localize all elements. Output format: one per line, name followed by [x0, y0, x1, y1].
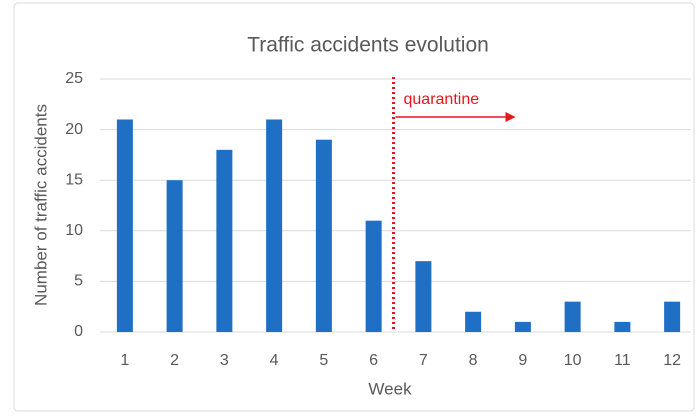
- bar: [166, 180, 183, 332]
- bar: [116, 119, 133, 332]
- annotation-text: quarantine: [404, 91, 480, 108]
- y-tick-label: 15: [65, 171, 83, 188]
- x-tick-label: 6: [369, 352, 378, 369]
- bar: [216, 149, 233, 332]
- y-tick-label: 10: [65, 222, 83, 239]
- bar: [465, 311, 482, 332]
- x-tick-label: 7: [419, 352, 428, 369]
- bar: [514, 321, 531, 332]
- x-tick-label: 12: [663, 352, 681, 369]
- bar: [365, 220, 382, 332]
- bar: [415, 261, 432, 332]
- chart-title: Traffic accidents evolution: [247, 34, 489, 57]
- x-tick-label: 8: [469, 352, 478, 369]
- x-tick-label: 9: [518, 352, 527, 369]
- x-tick-label: 1: [120, 352, 129, 369]
- y-tick-label: 25: [65, 70, 83, 87]
- x-axis-label: Week: [368, 379, 412, 398]
- y-axis-label: Number of traffic accidents: [31, 104, 50, 306]
- x-tick-label: 4: [270, 352, 279, 369]
- x-tick-label: 11: [614, 352, 631, 369]
- bar: [315, 139, 332, 332]
- x-tick-label: 10: [564, 352, 582, 369]
- y-tick-label: 0: [74, 323, 83, 340]
- bar: [266, 119, 283, 332]
- bar: [614, 321, 631, 332]
- y-tick-label: 5: [74, 273, 83, 290]
- annotation-arrowhead: [505, 112, 516, 122]
- x-tick-label: 2: [170, 352, 179, 369]
- y-tick-label: 20: [65, 121, 83, 138]
- x-tick-label: 3: [220, 352, 229, 369]
- x-tick-label: 5: [319, 352, 328, 369]
- chart-frame: [13, 2, 695, 412]
- bar: [564, 301, 581, 332]
- bar: [664, 301, 681, 332]
